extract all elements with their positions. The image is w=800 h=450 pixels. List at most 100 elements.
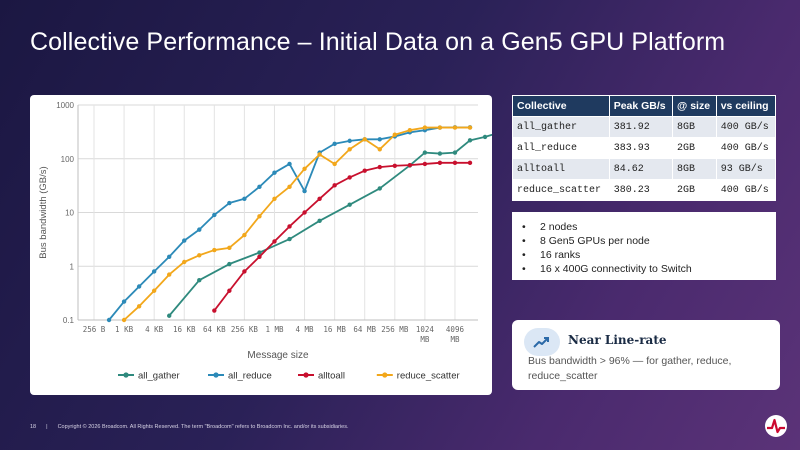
data-point-all_gather: [197, 278, 202, 283]
data-point-all_reduce: [287, 161, 292, 167]
bullet-text: 2 nodes: [540, 221, 578, 233]
data-point-reduce_scatter: [407, 127, 413, 133]
legend-marker-all_gather: [123, 372, 129, 378]
table-header-peak: Peak GB/s: [608, 95, 674, 117]
table-cell: 400 GB/s: [715, 116, 777, 138]
data-point-all_reduce: [167, 254, 172, 259]
y-tick-label: 1: [70, 262, 75, 271]
table-cell: all_gather: [512, 116, 610, 138]
data-point-alltoall: [302, 210, 307, 215]
slide-title: Collective Performance – Initial Data on…: [30, 28, 726, 56]
data-point-all_gather: [377, 186, 382, 191]
x-tick-label-unit: MB: [450, 335, 460, 344]
page-number: 18: [30, 424, 37, 430]
data-point-all_reduce: [121, 299, 127, 304]
data-point-reduce_scatter: [121, 317, 127, 323]
data-point-all_reduce: [227, 200, 232, 206]
table-cell: 2GB: [672, 137, 717, 159]
data-point-alltoall: [347, 175, 352, 180]
x-tick-label: 1 KB: [115, 325, 134, 334]
y-tick-label: 10: [65, 209, 74, 218]
data-point-reduce_scatter: [257, 214, 262, 219]
x-tick-label: 256 B: [83, 325, 106, 334]
table-cell: 8GB: [672, 116, 717, 138]
list-item: • 2 nodes: [522, 221, 578, 233]
data-point-reduce_scatter: [437, 125, 443, 130]
table-cell: 93 GB/s: [715, 158, 777, 180]
callout-title: Near Line-rate: [568, 333, 667, 347]
data-point-reduce_scatter: [287, 184, 292, 190]
table-row: all_reduce 383.93 2GB 400 GB/s: [512, 137, 777, 159]
x-tick-label-unit: MB: [420, 335, 430, 344]
data-point-alltoall: [242, 269, 247, 274]
data-point-all_reduce: [136, 284, 142, 289]
copyright-text: Copyright © 2026 Broadcom. All Rights Re…: [57, 424, 349, 430]
x-tick-label: 64 MB: [353, 325, 376, 334]
footer: 18 | Copyright © 2026 Broadcom. All Righ…: [30, 424, 349, 430]
data-point-reduce_scatter: [227, 245, 232, 251]
table-header-size: @ size: [672, 95, 717, 117]
table-cell: all_reduce: [512, 137, 610, 159]
data-point-all_gather: [452, 150, 458, 155]
data-point-all_reduce: [302, 188, 307, 194]
data-point-alltoall: [392, 163, 397, 168]
x-tick-label: 256 MB: [381, 325, 409, 334]
series-line-all_reduce: [108, 126, 470, 321]
broadcom-logo: [764, 414, 788, 443]
data-point-all_gather: [167, 313, 172, 318]
table-cell: reduce_scatter: [512, 179, 610, 201]
data-point-reduce_scatter: [182, 259, 187, 265]
data-point-all_reduce: [212, 212, 217, 218]
data-point-alltoall: [422, 161, 428, 167]
table-row: all_gather 381.92 8GB 400 GB/s: [512, 116, 777, 138]
data-point-reduce_scatter: [167, 272, 172, 277]
data-point-reduce_scatter: [272, 196, 277, 201]
data-point-all_reduce: [106, 317, 112, 323]
bullet-text: 16 x 400G connectivity to Switch: [540, 263, 692, 275]
x-tick-label: 4 MB: [296, 325, 315, 334]
data-point-alltoall: [407, 162, 413, 168]
bullet-text: 16 ranks: [540, 249, 581, 261]
legend-label-all_reduce: all_reduce: [228, 371, 272, 382]
callout-body: Bus bandwidth > 96% — for gather, reduce…: [528, 355, 732, 382]
data-point-all_reduce: [197, 227, 202, 232]
data-point-all_gather: [257, 250, 262, 255]
series-line-all_gather: [168, 133, 492, 317]
legend-marker-alltoall: [303, 372, 309, 378]
list-item: • 16 ranks: [522, 249, 581, 261]
data-point-all_gather: [227, 261, 232, 267]
y-axis-label: Bus bandwidth (GB/s): [38, 166, 49, 258]
table-cell: 84.62: [608, 158, 674, 180]
y-tick-label: 100: [61, 155, 75, 164]
data-point-alltoall: [227, 288, 232, 293]
data-point-alltoall: [467, 160, 473, 166]
legend-label-reduce_scatter: reduce_scatter: [397, 371, 460, 382]
data-point-reduce_scatter: [212, 247, 217, 253]
data-point-reduce_scatter: [467, 125, 473, 130]
data-point-alltoall: [452, 160, 458, 166]
list-item: • 16 x 400G connectivity to Switch: [522, 263, 692, 275]
data-point-all_reduce: [377, 137, 382, 142]
data-point-alltoall: [377, 164, 382, 170]
data-point-all_gather: [287, 236, 292, 242]
data-point-reduce_scatter: [317, 152, 322, 157]
data-point-reduce_scatter: [362, 137, 367, 142]
data-point-all_reduce: [332, 141, 337, 146]
data-point-alltoall: [257, 254, 262, 259]
data-point-reduce_scatter: [151, 288, 157, 293]
data-point-alltoall: [272, 239, 277, 244]
table-cell: alltoall: [512, 158, 610, 180]
x-tick-label: 64 KB: [203, 325, 226, 334]
x-axis-label: Message size: [247, 350, 309, 361]
data-point-reduce_scatter: [422, 125, 428, 130]
data-point-alltoall: [212, 308, 217, 313]
chart-panel: 0.1 1 10 100 1000 256 B 1 KB 4 KB 16 KB 64 KB 256 …: [30, 95, 492, 395]
data-point-reduce_scatter: [242, 232, 247, 238]
data-point-all_reduce: [242, 196, 247, 201]
table-cell: 400 GB/s: [715, 179, 777, 201]
series-line-reduce_scatter: [123, 126, 470, 321]
data-point-all_gather: [422, 150, 428, 155]
data-point-all_gather: [347, 202, 352, 207]
legend-marker-reduce_scatter: [382, 372, 388, 378]
list-item: • 8 Gen5 GPUs per node: [522, 235, 650, 247]
